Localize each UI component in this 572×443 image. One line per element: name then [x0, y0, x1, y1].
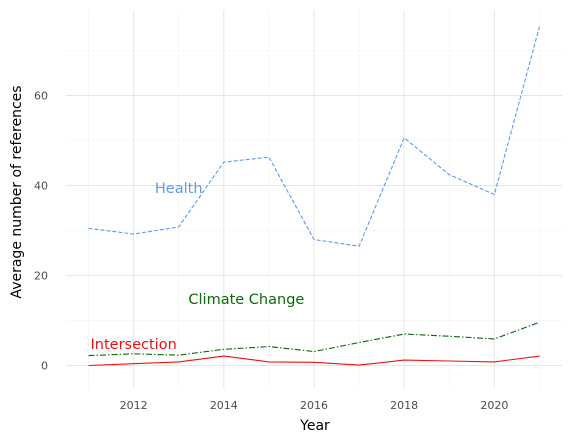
x-tick-label: 2020 — [480, 399, 508, 412]
climate-change-label: Climate Change — [188, 292, 304, 308]
health-line — [88, 26, 540, 247]
intersection-label: Intersection — [91, 337, 177, 353]
y-tick-labels: 0 20 40 60 — [34, 90, 48, 373]
y-axis-title: Average number of references — [9, 85, 25, 298]
y-tick-label: 60 — [34, 90, 48, 103]
intersection-line — [88, 355, 540, 367]
series-lines — [88, 26, 540, 367]
x-tick-label: 2012 — [120, 399, 148, 412]
x-tick-label: 2018 — [390, 399, 418, 412]
series-labels: Health Climate Change Intersection — [91, 181, 305, 353]
x-tick-labels: 2012 2014 2016 2018 2020 — [120, 399, 509, 412]
health-label: Health — [155, 181, 203, 197]
x-tick-label: 2014 — [210, 399, 238, 412]
y-tick-label: 20 — [34, 270, 48, 283]
x-tick-label: 2016 — [300, 399, 328, 412]
x-axis-title: Year — [299, 418, 330, 434]
y-tick-label: 40 — [34, 180, 48, 193]
y-tick-label: 0 — [41, 360, 48, 373]
major-gridlines — [66, 10, 562, 388]
